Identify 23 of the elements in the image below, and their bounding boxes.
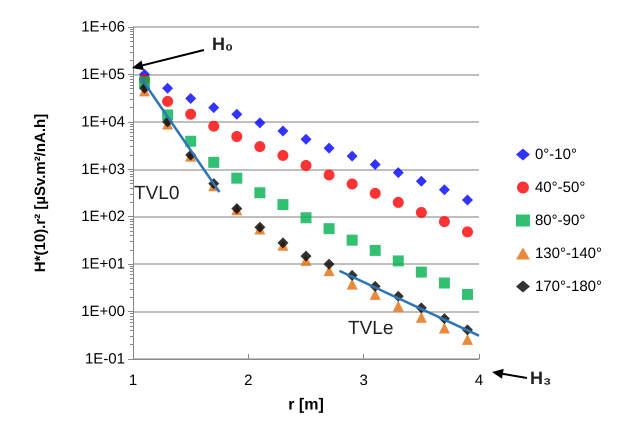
y-tick-label: 1E+01 <box>81 256 125 273</box>
y-tick-label: 1E+03 <box>81 160 125 178</box>
annotation: TVL0 <box>134 183 180 204</box>
text: H₃ <box>530 368 552 388</box>
legend-label: 40°-50° <box>534 179 586 196</box>
legend-label: 130°-140° <box>534 245 602 262</box>
y-tick-label: 1E+02 <box>81 208 125 226</box>
legend-label: 80°-90° <box>534 212 586 229</box>
y-tick-label: 1E+00 <box>81 303 125 320</box>
y-tick-label: 1E+05 <box>81 66 125 83</box>
x-tick-label: 4 <box>474 372 484 389</box>
x-tick-label: 3 <box>359 372 368 389</box>
x-tick-label: 2 <box>244 372 253 389</box>
x-axis-title: r [m] <box>288 396 324 414</box>
legend-label: 170°-180° <box>534 278 602 295</box>
x-tick-label: 1 <box>128 372 138 389</box>
annotation: TVLe <box>348 318 394 339</box>
y-tick-label: 1E-01 <box>84 350 125 368</box>
y-axis-title: H*(10).r² [µSv.m²/nA.h] <box>32 114 49 272</box>
y-tick-label: 1E+04 <box>81 113 125 130</box>
annotation: H₀ <box>212 34 234 54</box>
y-tick-label: 1E+06 <box>81 18 125 36</box>
legend-label: 0°-10° <box>534 146 577 163</box>
